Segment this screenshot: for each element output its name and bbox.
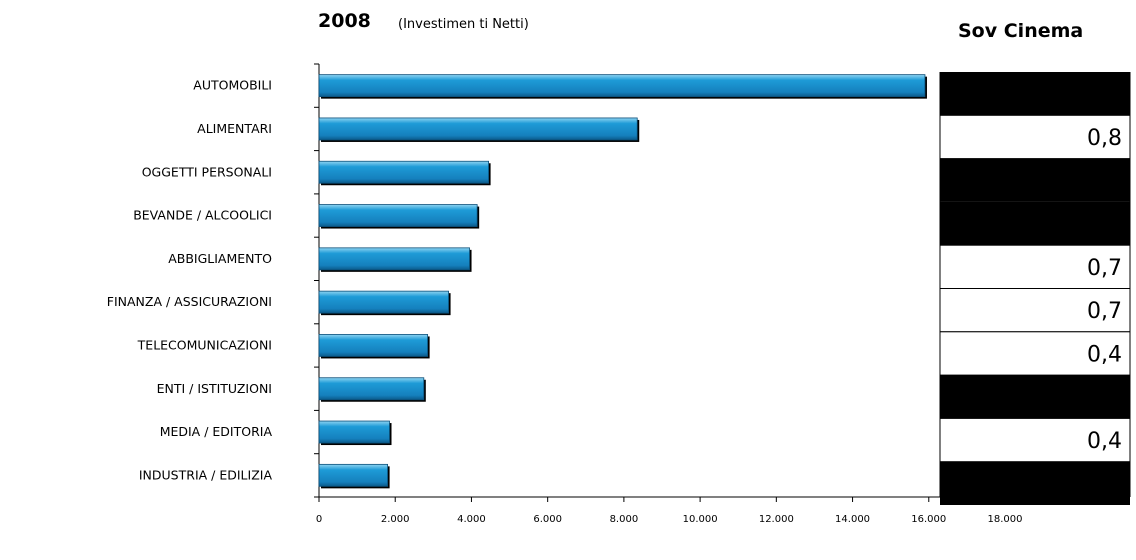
sov-value: 0,7 (1087, 299, 1122, 324)
bar (318, 204, 478, 227)
x-tick-label: 8.000 (610, 514, 639, 525)
category-label: MEDIA / EDITORIA (160, 424, 273, 439)
category-label: TELECOMUNICAZIONI (137, 337, 272, 352)
bar (318, 463, 388, 487)
sov-cell-filled (940, 375, 1130, 419)
sov-cell (939, 417, 1131, 463)
sov-cinema-title: Sov Cinema (958, 20, 1084, 42)
sov-cell-filled (940, 461, 1130, 505)
bar (318, 117, 638, 141)
sov-cell-filled (940, 72, 1130, 116)
sov-cell (939, 288, 1131, 333)
category-label: ENTI / ISTITUZIONI (157, 381, 272, 396)
x-tick-label: 6.000 (533, 514, 562, 525)
x-tick-label: 2.000 (381, 514, 410, 525)
category-label: FINANZA / ASSICURAZIONI (107, 294, 272, 309)
chart-subtitle: (Investimen ti Netti) (398, 17, 529, 32)
bar (318, 377, 425, 401)
x-tick-label: 18.000 (988, 514, 1023, 525)
bar (318, 334, 429, 357)
x-tick-label: 10.000 (683, 514, 718, 525)
sov-value: 0,4 (1087, 342, 1122, 367)
sov-value: 0,8 (1087, 126, 1122, 151)
bar (318, 247, 470, 271)
chart-title-year: 2008 (318, 10, 371, 32)
sov-value: 0,7 (1087, 256, 1122, 281)
x-tick-label: 4.000 (457, 514, 486, 525)
bar (318, 420, 390, 444)
x-tick-label: 14.000 (835, 514, 870, 525)
sov-cell (939, 244, 1131, 289)
sov-cell (939, 114, 1131, 160)
bar (318, 74, 926, 98)
sov-value: 0,4 (1087, 429, 1122, 454)
x-tick-label: 16.000 (911, 514, 946, 525)
sov-cell-filled (940, 158, 1130, 202)
category-label: ALIMENTARI (197, 121, 272, 136)
x-tick-label: 0 (316, 514, 322, 525)
category-label: BEVANDE / ALCOOLICI (133, 208, 272, 223)
bar (318, 160, 489, 184)
sov-cell-filled (940, 201, 1130, 246)
category-label: AUTOMOBILI (193, 78, 272, 93)
category-label: OGGETTI PERSONALI (142, 164, 272, 179)
bar (318, 290, 449, 314)
sov-cell (939, 331, 1131, 376)
category-label: INDUSTRIA / EDILIZIA (139, 467, 273, 482)
category-label: ABBIGLIAMENTO (168, 251, 272, 266)
x-tick-label: 12.000 (759, 514, 794, 525)
